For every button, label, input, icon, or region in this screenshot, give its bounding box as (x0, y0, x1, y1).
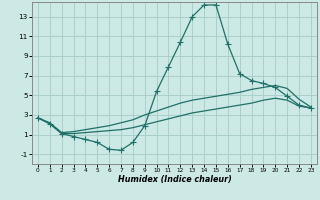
X-axis label: Humidex (Indice chaleur): Humidex (Indice chaleur) (117, 175, 231, 184)
